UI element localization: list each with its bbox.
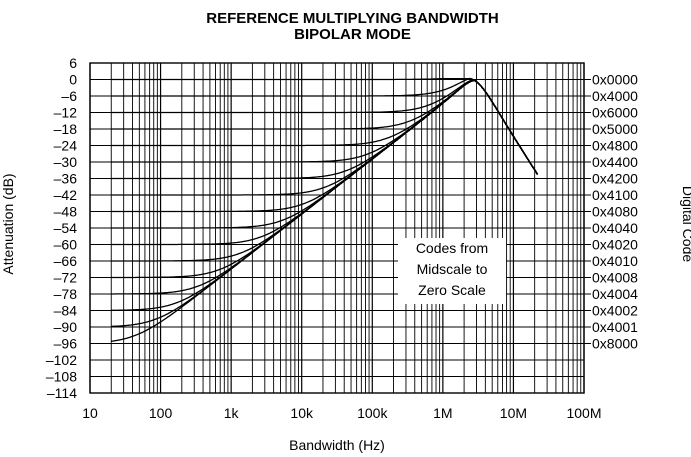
annotation-line: Codes from (416, 240, 488, 256)
y-tick-label: –30 (54, 154, 78, 170)
code-label: 0x6000 (592, 105, 638, 121)
y-tick-label: –78 (54, 286, 78, 302)
x-tick-label: 10 (82, 405, 98, 421)
x-tick-label: 100M (566, 405, 601, 421)
y-tick-label: –102 (46, 352, 77, 368)
y-tick-label: –90 (54, 319, 78, 335)
right-axis-label: Digital Code (680, 186, 691, 262)
code-label: 0x4010 (592, 253, 638, 269)
series-line (111, 79, 539, 342)
series-line (111, 79, 539, 175)
annotation: Codes from Midscale to Zero Scale (416, 240, 488, 298)
y-tick-label: –96 (54, 336, 78, 352)
y-tick-label: –48 (54, 204, 78, 220)
code-label: 0x8000 (592, 336, 638, 352)
chart-title: REFERENCE MULTIPLYING BANDWIDTH (206, 10, 499, 27)
code-label: 0x4008 (592, 270, 638, 286)
series-line (111, 79, 539, 175)
y-tick-label: 0 (69, 72, 77, 88)
series-line (111, 79, 539, 196)
code-label: 0x4004 (592, 286, 638, 302)
annotation-box (398, 238, 506, 304)
x-tick-label: 10M (500, 405, 527, 421)
x-axis-label: Bandwidth (Hz) (289, 437, 385, 453)
y-tick-label: –108 (46, 369, 77, 385)
y-tick-label: –114 (47, 385, 77, 401)
code-label: 0x4100 (592, 187, 638, 203)
y-tick-labels: 60–6–12–18–24–30–36–42–48–54–60–66–72–78… (46, 55, 77, 401)
y-tick-label: 6 (69, 55, 77, 71)
y-tick-label: –6 (61, 88, 77, 104)
code-label: 0x4001 (592, 319, 638, 335)
code-label: 0x4400 (592, 154, 638, 170)
code-labels: 0x00000x40000x60000x50000x48000x44000x42… (584, 72, 638, 352)
series-line (111, 77, 539, 175)
y-tick-label: –84 (54, 303, 78, 319)
curves (111, 77, 539, 342)
code-label: 0x4000 (592, 88, 638, 104)
y-tick-label: –66 (54, 253, 78, 269)
code-label: 0x4800 (592, 138, 638, 154)
code-label: 0x5000 (592, 121, 638, 137)
series-line (111, 79, 539, 229)
y-tick-label: –36 (54, 171, 78, 187)
y-tick-label: –12 (54, 105, 78, 121)
x-tick-label: 1M (433, 405, 452, 421)
y-tick-label: –24 (54, 138, 78, 154)
code-label: 0x4200 (592, 171, 638, 187)
series-line (111, 78, 539, 175)
y-tick-label: –54 (54, 220, 78, 236)
x-tick-labels: 10 100 1k 10k 100k 1M 10M 100M (82, 405, 601, 421)
code-label: 0x4002 (592, 303, 638, 319)
y-tick-label: –42 (54, 187, 78, 203)
y-axis-label: Attenuation (dB) (0, 173, 16, 274)
series-line (111, 79, 539, 175)
x-tick-label: 100 (149, 405, 173, 421)
code-label: 0x4080 (592, 204, 638, 220)
x-tick-label: 10k (290, 405, 314, 421)
y-tick-label: –18 (54, 121, 78, 137)
code-label: 0x4040 (592, 220, 638, 236)
x-tick-label: 100k (357, 405, 388, 421)
chart-subtitle: BIPOLAR MODE (294, 26, 411, 43)
y-tick-label: –60 (54, 237, 78, 253)
annotation-line: Zero Scale (418, 282, 486, 298)
y-tick-label: –72 (54, 270, 78, 286)
series-line (111, 79, 539, 262)
x-tick-label: 1k (224, 405, 240, 421)
series-line (111, 79, 539, 175)
annotation-line: Midscale to (417, 261, 488, 277)
code-label: 0x4020 (592, 237, 638, 253)
code-label: 0x0000 (592, 72, 638, 88)
